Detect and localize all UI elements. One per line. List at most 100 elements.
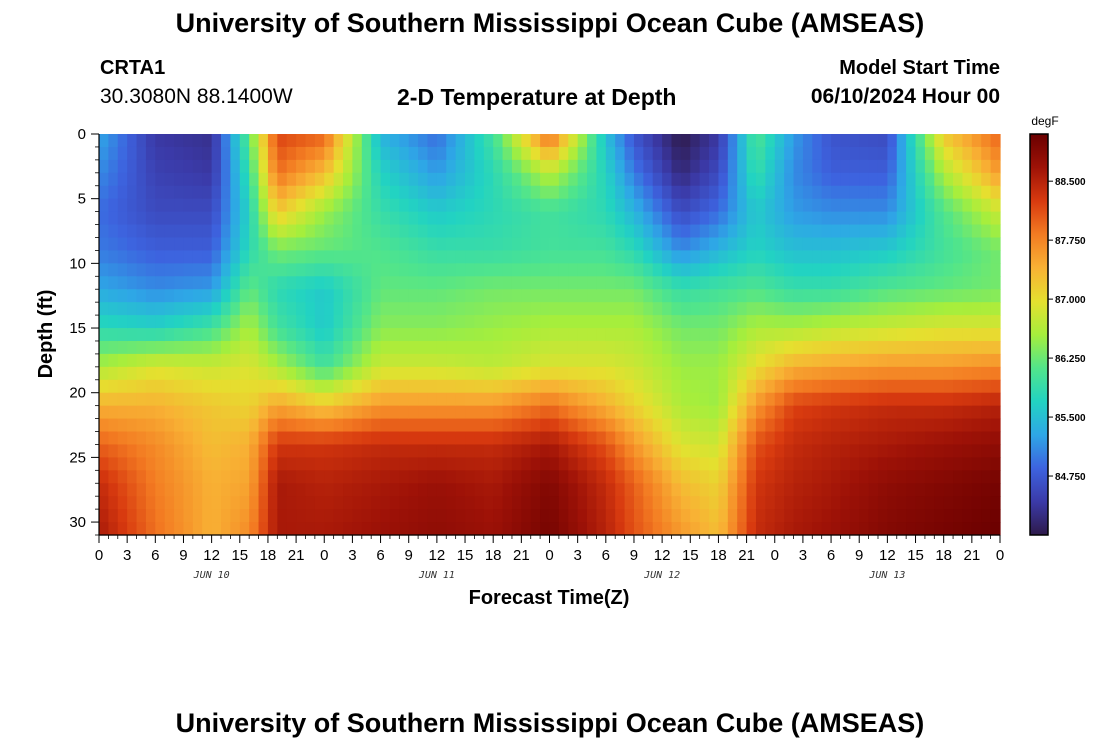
- heatmap-cell: [633, 496, 644, 510]
- heatmap-cell: [887, 470, 898, 484]
- heatmap-cell: [99, 444, 109, 458]
- heatmap-cell: [662, 470, 673, 484]
- heatmap-cell: [155, 340, 166, 355]
- heatmap-cell: [868, 159, 879, 174]
- heatmap-cell: [671, 522, 682, 536]
- heatmap-cell: [418, 509, 429, 523]
- heatmap-cell: [127, 431, 138, 446]
- heatmap-cell: [249, 146, 260, 161]
- heatmap-cell: [943, 302, 954, 316]
- heatmap-cell: [136, 457, 147, 471]
- heatmap-cell: [465, 457, 476, 471]
- heatmap-cell: [652, 366, 663, 381]
- heatmap-cell: [249, 250, 260, 264]
- heatmap-cell: [99, 405, 109, 420]
- heatmap-cell: [868, 405, 879, 420]
- heatmap-cell: [267, 302, 278, 316]
- heatmap-cell: [361, 289, 372, 303]
- heatmap-cell: [962, 146, 973, 161]
- heatmap-cell: [99, 237, 109, 252]
- heatmap-cell: [840, 509, 851, 523]
- heatmap-cell: [990, 198, 1001, 213]
- heatmap-cell: [887, 366, 898, 381]
- heatmap-cell: [906, 418, 917, 433]
- heatmap-cell: [427, 418, 438, 433]
- heatmap-cell: [765, 379, 776, 394]
- heatmap-cell: [652, 276, 663, 290]
- heatmap-cell: [746, 379, 757, 394]
- heatmap-cell: [145, 289, 156, 303]
- heatmap-cell: [784, 237, 795, 252]
- heatmap-cell: [568, 302, 579, 316]
- heatmap-cell: [915, 302, 926, 316]
- heatmap-cell: [446, 392, 457, 407]
- heatmap-cell: [192, 315, 203, 329]
- heatmap-cell: [333, 276, 344, 290]
- heatmap-cell: [727, 315, 738, 329]
- heatmap-cell: [145, 198, 156, 213]
- heatmap-cell: [211, 315, 222, 329]
- heatmap-cell: [221, 237, 231, 252]
- heatmap-cell: [652, 302, 663, 316]
- heatmap-cell: [455, 185, 466, 200]
- heatmap-cell: [662, 483, 673, 497]
- heatmap-cell: [784, 405, 795, 420]
- heatmap-cell: [389, 289, 400, 303]
- heatmap-cell: [211, 340, 222, 355]
- heatmap-cell: [108, 522, 119, 536]
- heatmap-cell: [258, 172, 269, 187]
- heatmap-cell: [746, 457, 757, 471]
- heatmap-cell: [755, 353, 766, 368]
- heatmap-cell: [924, 496, 935, 510]
- heatmap-cell: [821, 457, 832, 471]
- heatmap-cell: [277, 237, 288, 252]
- heatmap-cell: [690, 392, 701, 407]
- heatmap-cell: [652, 263, 663, 277]
- heatmap-cell: [624, 134, 635, 148]
- heatmap-cell: [474, 237, 485, 252]
- heatmap-cell: [418, 392, 429, 407]
- heatmap-cell: [624, 211, 635, 226]
- heatmap-cell: [352, 418, 363, 433]
- heatmap-cell: [427, 470, 438, 484]
- heatmap-cell: [277, 418, 288, 433]
- heatmap-cell: [267, 289, 278, 303]
- heatmap-cell: [633, 134, 644, 148]
- heatmap-cell: [868, 509, 879, 523]
- heatmap-cell: [117, 457, 128, 471]
- heatmap-cell: [183, 379, 194, 394]
- heatmap-cell: [802, 146, 813, 161]
- heatmap-cell: [249, 185, 260, 200]
- heatmap-cell: [962, 366, 973, 381]
- heatmap-cell: [267, 276, 278, 290]
- heatmap-cell: [427, 392, 438, 407]
- heatmap-cell: [483, 289, 494, 303]
- heatmap-cell: [849, 211, 860, 226]
- heatmap-cell: [615, 250, 626, 264]
- heatmap-cell: [418, 250, 429, 264]
- heatmap-cell: [784, 159, 795, 174]
- heatmap-cell: [408, 366, 419, 381]
- heatmap-cell: [502, 483, 513, 497]
- heatmap-cell: [568, 379, 579, 394]
- heatmap-cell: [465, 134, 476, 148]
- heatmap-cell: [652, 509, 663, 523]
- heatmap-cell: [793, 353, 804, 368]
- heatmap-cell: [549, 224, 560, 239]
- heatmap-cell: [324, 522, 335, 536]
- heatmap-cell: [793, 185, 804, 200]
- heatmap-cell: [924, 483, 935, 497]
- heatmap-cell: [371, 340, 382, 355]
- heatmap-cell: [493, 159, 504, 174]
- heatmap-cell: [427, 172, 438, 187]
- heatmap-cell: [821, 315, 832, 329]
- heatmap-cell: [343, 483, 354, 497]
- heatmap-cell: [352, 366, 363, 381]
- heatmap-cell: [774, 405, 785, 420]
- heatmap-cell: [380, 134, 391, 148]
- heatmap-cell: [596, 353, 607, 368]
- heatmap-cell: [314, 353, 325, 368]
- heatmap-cell: [380, 237, 391, 252]
- heatmap-cell: [145, 431, 156, 446]
- heatmap-cell: [333, 366, 344, 381]
